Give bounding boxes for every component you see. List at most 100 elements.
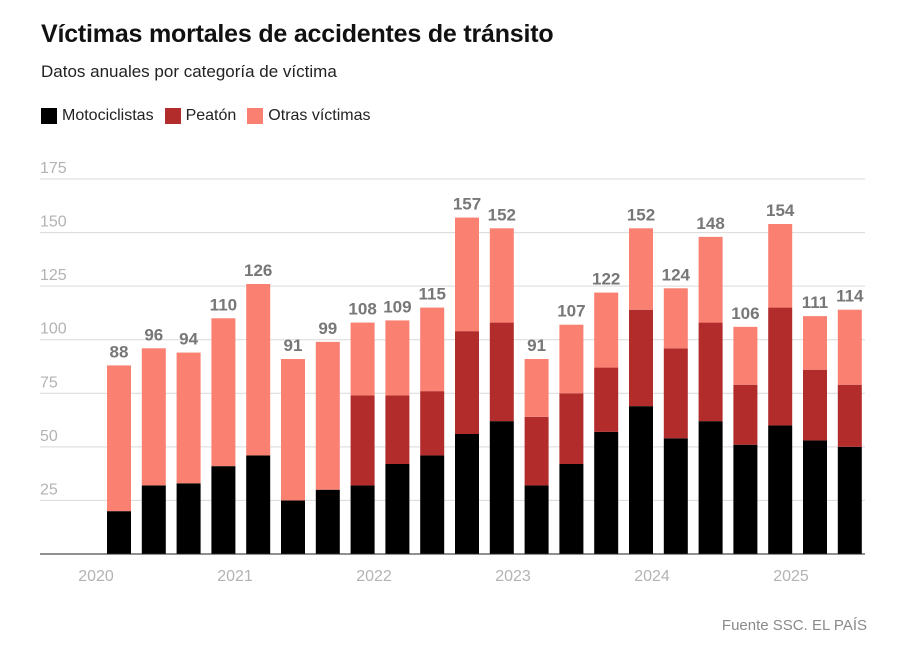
total-label: 114: [836, 287, 864, 306]
chart-title: Víctimas mortales de accidentes de tráns…: [41, 20, 554, 48]
bar-segment-otras-v-ctimas: [141, 348, 166, 486]
total-label: 109: [383, 297, 411, 316]
bar-segment-peat-n: [559, 393, 584, 464]
chart-subtitle: Datos anuales por categoría de víctima: [41, 62, 337, 81]
legend-swatch-motociclistas: [41, 108, 57, 124]
total-label: 115: [418, 285, 445, 304]
bar-segment-peat-n: [768, 307, 793, 426]
source-note: Fuente SSC. EL PAÍS: [721, 617, 867, 634]
total-label: 152: [488, 205, 516, 224]
bar-segment-otras-v-ctimas: [837, 309, 862, 385]
total-label: 154: [766, 201, 795, 220]
total-label: 111: [802, 293, 829, 312]
total-label: 91: [284, 336, 303, 355]
y-tick-label: 100: [40, 321, 67, 338]
bar-segment-motociclistas: [107, 511, 131, 554]
bar-segment-otras-v-ctimas: [315, 341, 340, 490]
total-label: 88: [110, 342, 129, 361]
bar-segment-otras-v-ctimas: [107, 365, 131, 512]
total-label: 107: [557, 302, 585, 321]
bar-segment-otras-v-ctimas: [524, 359, 549, 417]
total-label: 106: [731, 304, 759, 323]
bar-segment-motociclistas: [489, 421, 514, 554]
bar-segment-otras-v-ctimas: [698, 236, 723, 323]
bar-segment-otras-v-ctimas: [455, 217, 479, 332]
bar-segment-motociclistas: [594, 431, 619, 554]
y-tick-label: 50: [40, 428, 58, 445]
total-label: 110: [210, 295, 237, 314]
y-tick-label: 175: [40, 160, 67, 177]
legend-swatch-otras-victimas: [247, 108, 264, 124]
bar-segment-peat-n: [524, 416, 549, 486]
bar-segment-motociclistas: [629, 406, 653, 554]
y-tick-label: 150: [40, 214, 67, 231]
bar-segment-motociclistas: [315, 489, 340, 554]
legend-item-motociclistas: Motociclistas: [41, 107, 154, 125]
bar-segment-peat-n: [837, 384, 862, 447]
total-label: 96: [144, 325, 163, 344]
bar-segment-motociclistas: [698, 421, 723, 554]
bar-segment-otras-v-ctimas: [733, 326, 758, 385]
bar-segment-motociclistas: [176, 483, 201, 554]
total-label: 148: [696, 214, 724, 233]
bar-segment-motociclistas: [837, 446, 862, 554]
total-label: 124: [662, 265, 691, 284]
bar-segment-otras-v-ctimas: [663, 288, 688, 349]
bar-segment-motociclistas: [385, 464, 410, 554]
x-tick-label: 2020: [78, 568, 114, 585]
bar-segment-peat-n: [385, 395, 410, 464]
total-label: 152: [627, 205, 655, 224]
bar-segment-motociclistas: [803, 440, 827, 554]
bar-segment-motociclistas: [281, 500, 305, 554]
total-label: 94: [179, 330, 198, 349]
bar-segment-motociclistas: [350, 485, 375, 554]
total-label: 122: [592, 270, 620, 289]
total-label: 91: [527, 336, 546, 355]
total-label: 99: [318, 319, 337, 338]
bar-segment-motociclistas: [420, 455, 445, 554]
bar-segment-peat-n: [455, 331, 479, 434]
y-tick-label: 25: [40, 481, 58, 498]
bar-segment-peat-n: [350, 395, 375, 486]
total-label: 108: [348, 300, 376, 319]
y-tick-label: 125: [40, 267, 67, 284]
total-label: 157: [453, 195, 481, 214]
x-tick-label: 2023: [495, 568, 531, 585]
bar-segment-motociclistas: [663, 438, 688, 554]
bar-segment-otras-v-ctimas: [246, 284, 271, 456]
bar-segment-peat-n: [594, 367, 619, 432]
bar-segment-otras-v-ctimas: [768, 224, 793, 308]
legend-label-motociclistas: Motociclistas: [62, 107, 154, 124]
bar-segment-peat-n: [733, 384, 758, 445]
bar-segment-peat-n: [698, 322, 723, 422]
legend-label-otras-victimas: Otras víctimas: [268, 107, 371, 124]
x-tick-label: 2025: [773, 568, 809, 585]
bar-segment-motociclistas: [141, 485, 166, 554]
bar-segment-otras-v-ctimas: [803, 316, 827, 370]
bar-segment-otras-v-ctimas: [211, 318, 236, 467]
bar-segment-otras-v-ctimas: [594, 292, 619, 368]
bar-segment-motociclistas: [524, 485, 549, 554]
bar-segment-peat-n: [420, 391, 445, 456]
bar-segment-motociclistas: [768, 425, 793, 554]
bar-segment-motociclistas: [733, 444, 758, 554]
bar-segment-peat-n: [663, 348, 688, 439]
legend: Motociclistas Peatón Otras víctimas: [41, 107, 382, 125]
bar-segment-otras-v-ctimas: [559, 324, 584, 394]
x-tick-label: 2024: [634, 568, 670, 585]
bar-segment-otras-v-ctimas: [489, 228, 514, 323]
bar-segment-otras-v-ctimas: [281, 359, 305, 501]
total-label: 126: [244, 261, 272, 280]
bar-segment-otras-v-ctimas: [350, 322, 375, 396]
bar-segment-peat-n: [629, 309, 653, 407]
bar-segment-motociclistas: [455, 434, 479, 554]
bar-segment-otras-v-ctimas: [420, 307, 445, 392]
x-tick-label: 2021: [217, 568, 253, 585]
bar-segment-otras-v-ctimas: [629, 228, 653, 310]
bar-segment-peat-n: [803, 369, 827, 441]
bar-segment-motociclistas: [246, 455, 271, 554]
legend-item-peaton: Peatón: [164, 107, 236, 125]
legend-swatch-peaton: [164, 108, 181, 124]
bar-segment-otras-v-ctimas: [385, 320, 410, 396]
